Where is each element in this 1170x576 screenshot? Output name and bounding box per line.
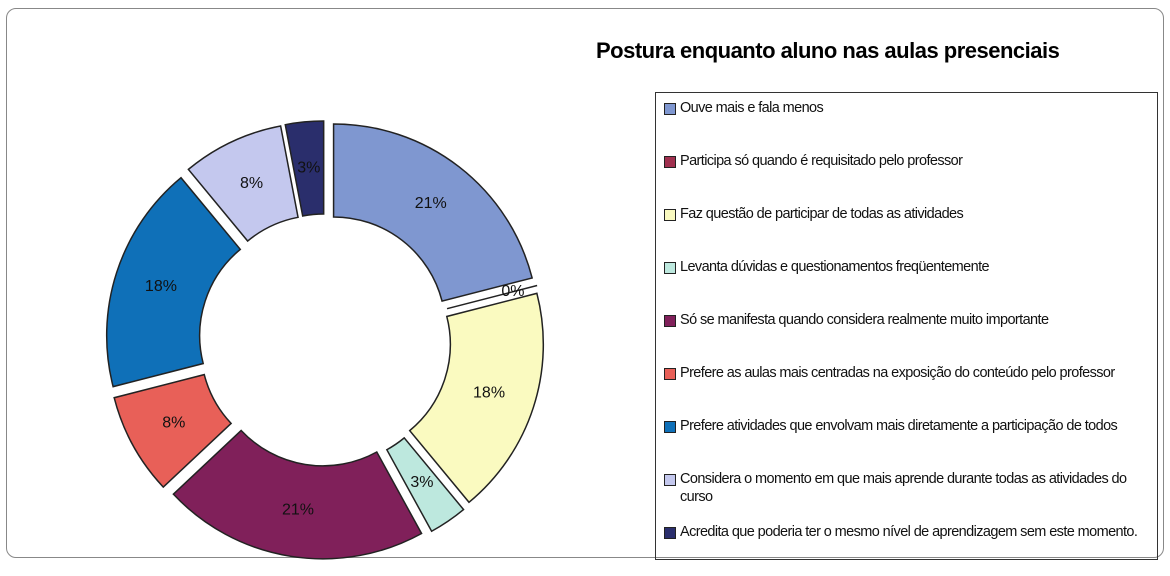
legend-swatch [664,262,676,274]
data-label: 18% [145,278,177,295]
frame [6,8,1164,558]
legend-item: Ouve mais e fala menos [664,99,1149,152]
data-label: 0% [501,283,524,300]
legend-swatch [664,527,676,539]
legend-swatch [664,209,676,221]
legend-item: Prefere as aulas mais centradas na expos… [664,364,1149,417]
legend-swatch [664,103,676,115]
legend-label: Prefere as aulas mais centradas na expos… [680,365,1115,381]
legend-label: Prefere atividades que envolvam mais dir… [680,418,1118,434]
legend-label: Só se manifesta quando considera realmen… [680,312,1049,328]
slice [385,436,465,533]
data-label: 8% [240,175,263,192]
legend-swatch [664,156,676,168]
legend-label: Participa só quando é requisitado pelo p… [680,153,963,169]
legend-item: Faz questão de participar de todas as at… [664,205,1149,258]
data-label: 3% [297,159,320,176]
legend-swatch [664,474,676,486]
legend-item: Só se manifesta quando considera realmen… [664,311,1149,364]
legend-swatch [664,315,676,327]
data-label: 21% [282,502,314,519]
legend-label: Considera o momento em que mais aprende … [680,471,1127,505]
legend-swatch [664,368,676,380]
slice [408,292,544,504]
legend-label: Levanta dúvidas e questionamentos freqüe… [680,259,990,275]
legend-item: Participa só quando é requisitado pelo p… [664,152,1149,205]
chart: 21% 0% 18% 3% 21% 8% 18% 8% 3% [106,120,544,560]
data-label: 8% [162,414,185,431]
legend-item: Considera o momento em que mais aprende … [664,470,1149,523]
slice [284,120,325,217]
chart-title: Postura enquanto aluno nas aulas presenc… [596,38,1060,63]
legend-label: Ouve mais e fala menos [680,100,824,116]
legend-swatch [664,421,676,433]
legend-item: Prefere atividades que envolvam mais dir… [664,417,1149,470]
legend-item: Levanta dúvidas e questionamentos freqüe… [664,258,1149,311]
legend: Ouve mais e fala menos Participa só quand… [655,92,1158,560]
legend-label: Acredita que poderia ter o mesmo nível d… [680,524,1138,540]
legend-item: Acredita que poderia ter o mesmo nível d… [664,523,1149,576]
legend-label: Faz questão de participar de todas as at… [680,206,964,222]
data-label: 18% [473,385,505,402]
data-label: 21% [415,195,447,212]
slice [106,176,242,388]
slice [113,373,233,489]
slice [172,429,423,560]
slice [332,123,534,302]
data-label: 3% [410,474,433,491]
slice [187,125,299,243]
